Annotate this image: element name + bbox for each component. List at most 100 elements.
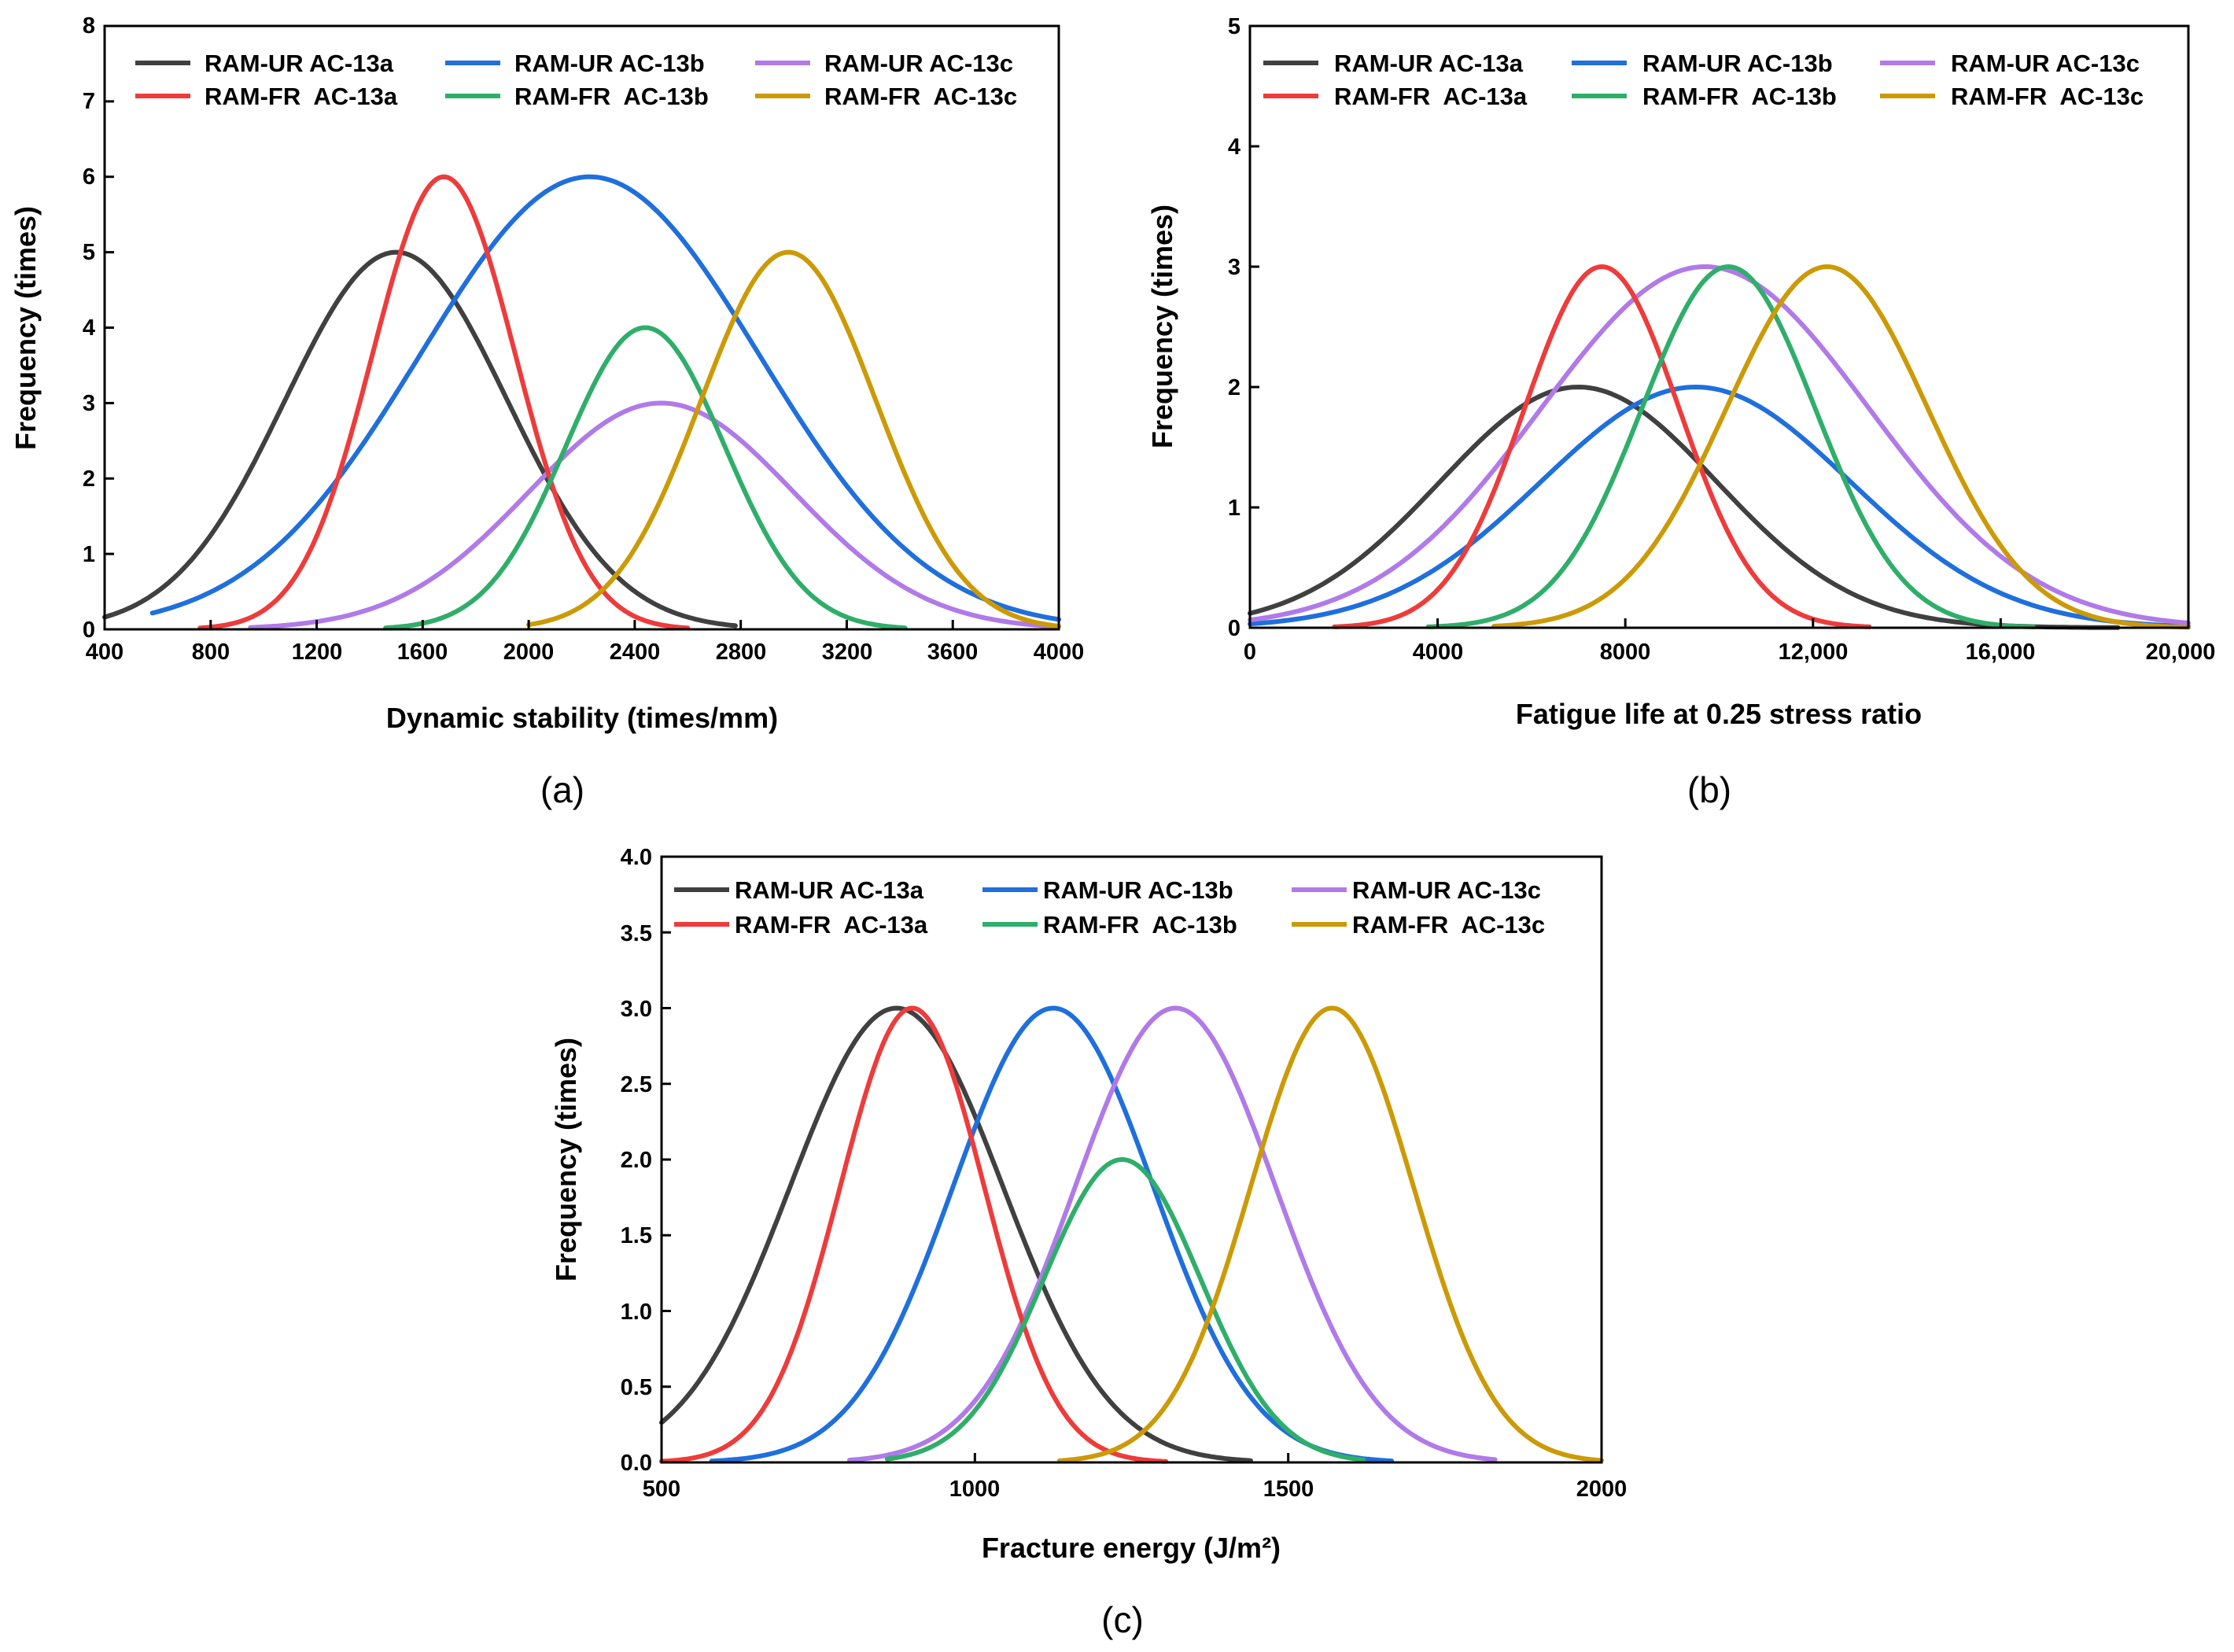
legend-item: RAM-FR AC-13b: [982, 911, 1237, 938]
legend-label: RAM-FR AC-13a: [735, 911, 928, 938]
panel-b-y-tick-label: 4: [1228, 135, 1240, 160]
panel-a-x-tick-label: 3600: [927, 640, 979, 665]
legend-label: RAM-FR AC-13c: [1951, 83, 2144, 110]
panel-a-y-tick-labels: 0 1 2 3 4 5 6 7 8: [83, 13, 95, 643]
panel-b-x-tick-labels: 0 4000 8000 12,000 16,000 20,000: [1244, 640, 2215, 665]
panel-b-curve-ram-ur-ac13b: [1248, 385, 2191, 629]
panel-a-x-tick-labels: 400 800 1200 1600 2000 2400 2800 3200 36…: [86, 640, 1084, 665]
panel-b-x-tick-label: 4000: [1413, 640, 1464, 665]
legend-label: RAM-FR AC-13a: [1334, 83, 1528, 110]
panel-c-y-tick-label: 1.5: [621, 1223, 652, 1248]
legend-label: RAM-UR AC-13a: [735, 876, 924, 904]
panel-a-y-axis-label: Frequency (times): [9, 206, 42, 450]
panel-a-y-tick-label: 5: [83, 240, 95, 265]
panel-b-curve-ram-ur-ac13c: [1248, 264, 2191, 625]
panel-a-curve-ram-fr-ac13b: [383, 325, 908, 631]
legend-label: RAM-UR AC-13a: [205, 50, 394, 77]
panel-b-y-tick-label: 0: [1228, 616, 1240, 641]
legend-label: RAM-UR AC-13b: [514, 50, 705, 77]
legend-label: RAM-FR AC-13b: [514, 83, 709, 110]
legend-label: RAM-FR AC-13b: [1642, 83, 1837, 110]
panel-b-curve-ram-fr-ac13b: [1425, 264, 2037, 629]
panel-b-x-tick-label: 16,000: [1966, 640, 2036, 665]
panel-a-curve-ram-ur-ac13b: [149, 174, 1061, 622]
panel-b-y-tick-label: 3: [1228, 255, 1240, 280]
panel-a-y-tick-label: 6: [83, 164, 95, 190]
panel-a-label: (a): [540, 769, 584, 810]
panel-a-x-tick-label: 400: [86, 640, 123, 665]
panel-a-y-tick-label: 8: [83, 13, 95, 39]
legend-item: RAM-UR AC-13a: [1263, 50, 1524, 77]
legend-item: RAM-FR AC-13c: [1880, 83, 2144, 110]
panel-c-x-tick-label: 500: [643, 1477, 680, 1502]
legend-item: RAM-FR AC-13c: [755, 83, 1017, 110]
panel-a-curve-ram-ur-ac13c: [248, 400, 1061, 630]
panel-b: 0 4000 8000 12,000 16,000 20,000 0 1 2 3…: [1146, 14, 2215, 810]
panel-c-y-tick-label: 0.5: [621, 1375, 652, 1400]
panel-c-curve-ram-fr-ac13b: [884, 1157, 1366, 1462]
legend-label: RAM-UR AC-13c: [1951, 50, 2140, 77]
legend-label: RAM-FR AC-13c: [1352, 911, 1545, 938]
panel-b-label: (b): [1687, 769, 1731, 810]
panel-a-x-tick-label: 1600: [397, 640, 448, 665]
panel-c-ticks: [660, 855, 1603, 1464]
panel-b-curve-ram-fr-ac13c: [1491, 264, 2191, 630]
panel-a-y-tick-label: 4: [83, 315, 95, 341]
panel-c-curve-ram-fr-ac13a: [659, 1005, 1169, 1464]
legend-item: RAM-UR AC-13c: [1880, 50, 2140, 77]
panel-a-curves: [102, 174, 1061, 631]
panel-c-x-tick-label: 2000: [1576, 1477, 1628, 1502]
panel-c-y-tick-labels: 0.0 0.5 1.0 1.5 2.0 2.5 3.0 3.5 4.0: [621, 845, 652, 1476]
panel-a-x-tick-label: 1200: [292, 640, 343, 665]
panel-a: 400 800 1200 1600 2000 2400 2800 3200 36…: [9, 13, 1084, 810]
panel-b-y-axis-label: Frequency (times): [1146, 205, 1178, 448]
panel-c-y-tick-label: 2.0: [621, 1148, 652, 1173]
panel-c-curve-ram-ur-ac13a: [659, 1005, 1253, 1463]
panel-c-y-tick-label: 1.0: [621, 1300, 652, 1325]
panel-b-curves: [1248, 264, 2191, 630]
legend-label: RAM-UR AC-13c: [824, 50, 1013, 77]
panel-c: 500 1000 1500 2000 0.0 0.5 1.0 1.5 2.0 2…: [550, 845, 1627, 1640]
panel-b-y-tick-labels: 0 1 2 3 4 5: [1228, 14, 1240, 641]
legend-item: RAM-UR AC-13c: [1292, 876, 1541, 904]
legend-item: RAM-FR AC-13b: [445, 83, 709, 110]
panel-b-curve-ram-fr-ac13a: [1332, 264, 1872, 629]
panel-c-y-tick-label: 3.0: [621, 997, 652, 1022]
panel-a-y-tick-label: 1: [83, 542, 95, 567]
legend-label: RAM-FR AC-13b: [1043, 911, 1237, 938]
panel-c-curve-ram-ur-ac13c: [847, 1005, 1498, 1463]
panel-c-curves: [659, 1005, 1604, 1464]
panel-b-y-tick-label: 1: [1228, 496, 1240, 521]
legend-item: RAM-FR AC-13a: [135, 83, 398, 110]
panel-b-x-axis-label: Fatigue life at 0.25 stress ratio: [1516, 698, 1922, 730]
legend-item: RAM-UR AC-13b: [1572, 50, 1833, 77]
panel-b-y-tick-label: 5: [1228, 14, 1240, 39]
panel-b-legend: RAM-UR AC-13a RAM-UR AC-13b RAM-UR AC-13…: [1263, 50, 2144, 110]
panel-b-frame: [1248, 24, 2190, 629]
panel-b-x-tick-label: 8000: [1600, 640, 1651, 665]
panel-a-x-tick-label: 2400: [610, 640, 661, 665]
legend-item: RAM-FR AC-13c: [1292, 911, 1545, 938]
legend-item: RAM-UR AC-13b: [445, 50, 705, 77]
panel-a-legend: RAM-UR AC-13a RAM-UR AC-13b RAM-UR AC-13…: [135, 50, 1017, 110]
panel-c-x-axis-label: Fracture energy (J/m²): [982, 1532, 1281, 1564]
legend-item: RAM-UR AC-13b: [982, 876, 1233, 904]
panel-c-curve-ram-fr-ac13c: [1056, 1005, 1604, 1463]
panel-a-curve-ram-ur-ac13a: [102, 249, 738, 629]
panel-c-x-tick-label: 1000: [949, 1477, 1001, 1502]
panel-a-ticks: [103, 24, 1060, 631]
panel-a-curve-ram-fr-ac13a: [197, 174, 691, 631]
panel-c-curve-ram-ur-ac13b: [709, 1005, 1395, 1464]
panel-a-y-tick-label: 7: [83, 89, 95, 114]
legend-label: RAM-UR AC-13c: [1352, 876, 1541, 904]
panel-b-curve-ram-ur-ac13a: [1248, 385, 2121, 630]
panel-c-y-tick-label: 3.5: [621, 921, 652, 946]
legend-item: RAM-UR AC-13a: [674, 876, 924, 904]
legend-item: RAM-FR AC-13a: [674, 911, 928, 938]
panel-b-x-tick-label: 0: [1244, 640, 1256, 665]
panel-b-x-tick-label: 12,000: [1779, 640, 1849, 665]
panel-a-y-tick-label: 0: [83, 618, 95, 643]
panel-a-x-axis-label: Dynamic stability (times/mm): [386, 702, 778, 734]
panel-a-x-tick-label: 3200: [822, 640, 873, 665]
